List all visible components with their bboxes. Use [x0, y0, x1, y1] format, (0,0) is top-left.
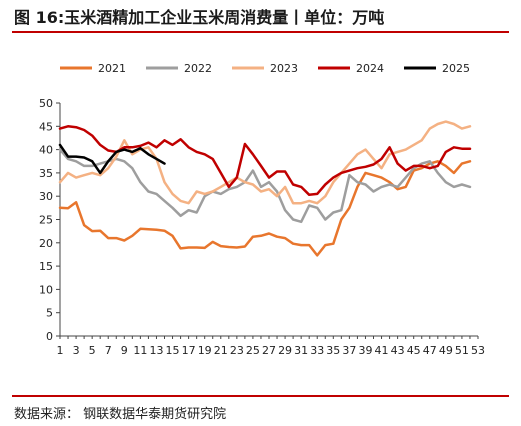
legend-label-2024: 2024 [356, 62, 384, 75]
legend-label-2021: 2021 [98, 62, 126, 75]
x-tick-label: 11 [133, 344, 147, 357]
title-divider [12, 31, 509, 33]
x-tick-label: 25 [246, 344, 260, 357]
x-tick-label: 47 [423, 344, 437, 357]
x-tick-label: 13 [149, 344, 163, 357]
x-tick-label: 29 [278, 344, 292, 357]
legend-label-2023: 2023 [270, 62, 298, 75]
legend: 2021 2022 2023 2024 2025 [60, 62, 470, 75]
x-tick-label: 7 [105, 344, 112, 357]
x-tick-label: 23 [230, 344, 244, 357]
series-line-2025 [58, 143, 166, 175]
series-line-2024 [58, 125, 472, 197]
x-tick-label: 27 [262, 344, 276, 357]
x-tick-label: 5 [89, 344, 96, 357]
y-tick-label: 15 [39, 260, 53, 273]
x-tick-label: 3 [73, 344, 80, 357]
x-tick-label: 21 [214, 344, 228, 357]
x-tick-label: 45 [407, 344, 421, 357]
source-note: 数据来源： 钢联数据华泰期货研究院 [14, 407, 227, 422]
y-tick-label: 50 [39, 97, 53, 110]
series-line-2022 [58, 148, 472, 224]
x-tick-label: 17 [182, 344, 196, 357]
x-tick-label: 49 [439, 344, 453, 357]
x-tick-label: 31 [294, 344, 308, 357]
y-tick-label: 10 [39, 283, 53, 296]
y-tick-label: 45 [39, 120, 53, 133]
x-tick-label: 37 [342, 344, 356, 357]
x-tick-label: 43 [391, 344, 405, 357]
legend-label-2025: 2025 [442, 62, 470, 75]
x-tick-label: 39 [358, 344, 372, 357]
x-tick-label: 9 [121, 344, 128, 357]
x-tick-label: 15 [166, 344, 180, 357]
x-axis: 1 3 5 7 9 11 13 15 17 19 21 23 25 27 29 31 33 35 37 39 41 43 4… [57, 335, 485, 357]
y-tick-label: 30 [39, 190, 53, 203]
x-tick-label: 53 [471, 344, 485, 357]
series-line-2023 [58, 120, 472, 205]
y-axis: 0 5 10 15 20 25 30 35 40 45 50 [39, 97, 61, 343]
footer-divider [12, 395, 509, 397]
y-tick-label: 25 [39, 214, 53, 227]
legend-label-2022: 2022 [184, 62, 212, 75]
y-tick-label: 35 [39, 167, 53, 180]
y-tick-label: 0 [46, 330, 53, 343]
x-tick-label: 1 [57, 344, 64, 357]
y-tick-label: 40 [39, 144, 53, 157]
x-tick-label: 51 [455, 344, 469, 357]
plot-lines [58, 120, 472, 257]
x-tick-label: 35 [326, 344, 340, 357]
chart-title: 图 16:玉米酒精加工企业玉米周消费量丨单位：万吨 [14, 8, 385, 27]
x-tick-label: 19 [198, 344, 212, 357]
y-tick-label: 20 [39, 237, 53, 250]
y-tick-label: 5 [46, 307, 53, 320]
x-tick-label: 41 [375, 344, 389, 357]
x-tick-label: 33 [310, 344, 324, 357]
series-line-2021 [58, 160, 472, 257]
